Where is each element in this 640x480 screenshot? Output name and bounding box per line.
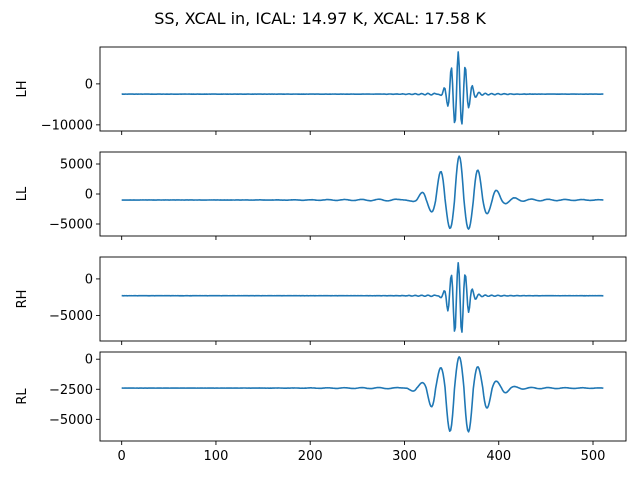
series-line-lh	[121, 51, 604, 125]
x-tick-label: 300	[392, 449, 417, 464]
axes-frame	[99, 351, 627, 442]
y-tick-label: 5000	[60, 158, 93, 173]
panel-lh: 0 −10000 LH	[15, 46, 627, 135]
axes-frame	[99, 151, 627, 237]
series-line-rh	[121, 262, 604, 333]
y-tick-label: −5000	[49, 309, 93, 324]
y-tick-label: 0	[85, 77, 93, 92]
panel-rl: 0 −2500 −5000 0 100 200 300 400 500 RL	[15, 351, 627, 464]
axes-frame	[99, 256, 627, 342]
x-tick-label: 0	[118, 449, 126, 464]
y-tick-label: −10000	[41, 118, 93, 133]
y-tick-label: −2500	[49, 383, 93, 398]
x-tick-label: 500	[581, 449, 606, 464]
axes-frame	[99, 46, 627, 132]
y-axis-label: RH	[15, 290, 30, 309]
panel-rh: 0 −5000 RH	[15, 256, 627, 345]
x-tick-label: 400	[486, 449, 511, 464]
y-tick-label: 0	[85, 272, 93, 287]
y-tick-label: 0	[85, 188, 93, 203]
panels-group: 0−10000LH50000−5000LL0−5000RH0−2500−5000…	[15, 46, 627, 464]
y-axis-label: LH	[15, 80, 30, 97]
series-line-rl	[121, 356, 604, 433]
chart-title: SS, XCAL in, ICAL: 14.97 K, XCAL: 17.58 …	[154, 9, 486, 28]
y-tick-label: −5000	[49, 413, 93, 428]
y-tick-label: 0	[85, 353, 93, 368]
series-line-ll	[121, 155, 604, 230]
y-axis-label: LL	[15, 186, 30, 201]
x-tick-label: 100	[204, 449, 229, 464]
y-tick-label: −5000	[49, 218, 93, 233]
panel-ll: 5000 0 −5000 LL	[15, 151, 627, 240]
y-axis-label: RL	[15, 388, 30, 405]
x-tick-label: 200	[298, 449, 323, 464]
